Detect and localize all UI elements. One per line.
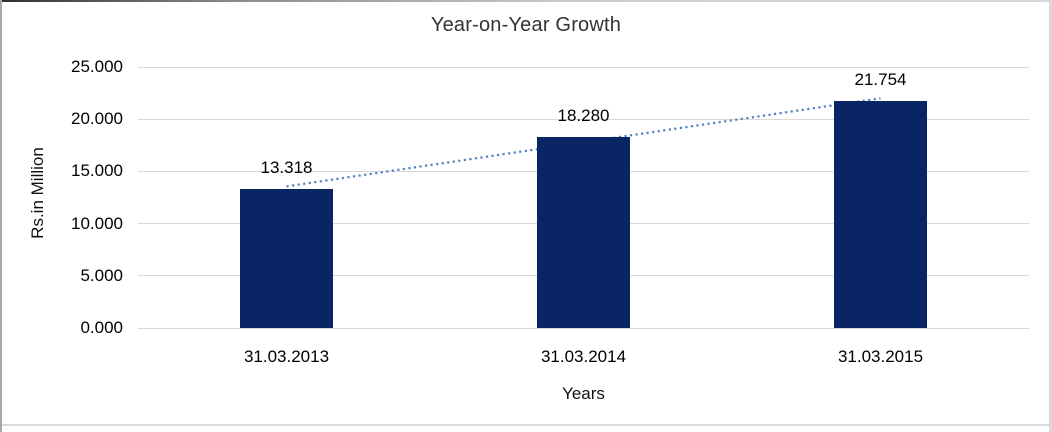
x-category-label: 31.03.2013 — [243, 347, 330, 366]
frame-left-border — [0, 0, 2, 432]
y-tick-label: 5.000 — [80, 265, 123, 285]
x-axis-title: Years — [562, 384, 605, 403]
bar — [240, 188, 333, 328]
plot-area — [138, 66, 1029, 329]
x-category-label: 31.03.2015 — [837, 347, 924, 366]
data-label: 21.754 — [854, 69, 907, 89]
bar — [537, 137, 630, 328]
gridline — [138, 66, 1029, 68]
gridline — [138, 327, 1029, 329]
data-label: 13.318 — [260, 157, 313, 177]
y-tick-label: 10.000 — [71, 213, 123, 233]
gridline — [138, 118, 1029, 120]
data-label: 18.280 — [557, 106, 610, 126]
y-tick-label: 15.000 — [71, 161, 123, 181]
bar — [834, 100, 927, 328]
x-category-label: 31.03.2014 — [540, 347, 627, 366]
chart-title: Year-on-Year Growth — [430, 14, 622, 36]
trendline — [286, 97, 881, 188]
y-tick-label: 20.000 — [71, 109, 123, 129]
frame-bottom-border — [2, 424, 1049, 426]
y-tick-label: 25.000 — [71, 57, 123, 76]
frame-top-border — [0, 0, 1052, 2]
y-tick-label: 0.000 — [80, 318, 123, 337]
frame-right-border — [1049, 0, 1052, 432]
